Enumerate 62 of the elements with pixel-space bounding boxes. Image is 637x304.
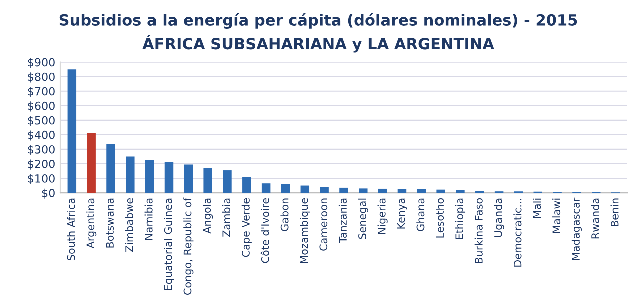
y-tick-label: $100 (28, 174, 55, 184)
x-tick-label: Zimbabwe (125, 198, 134, 252)
x-tick-label: Ghana (416, 198, 425, 232)
x-tick-label: Democratic... (514, 199, 522, 267)
x-tick-label: Cape Verde (242, 198, 252, 258)
bar (204, 168, 212, 194)
x-tick-label: Nigeria (378, 198, 388, 234)
x-tick-label: Gabon (280, 198, 289, 232)
bar (87, 133, 96, 194)
chart-subtitle: ÁFRICA SUBSAHARIANA y LA ARGENTINA (142, 35, 494, 53)
x-tick-label: Mali (533, 198, 542, 218)
x-tick-label: Angola (203, 198, 214, 234)
x-tick-label: Equatorial Guinea (164, 198, 174, 290)
y-tick-label: $500 (28, 116, 55, 126)
bar (242, 177, 252, 194)
bar (126, 156, 135, 194)
x-tick-label: Zambia (222, 198, 231, 237)
x-tick-label: Lesotho (436, 198, 444, 238)
y-tick-label: $900 (28, 58, 55, 68)
x-tick-label: Uganda (494, 198, 504, 238)
bar (300, 186, 310, 194)
y-tick-label: $300 (28, 145, 55, 156)
bar (359, 188, 368, 194)
bar (398, 189, 407, 194)
y-tick-label: $400 (28, 130, 55, 141)
x-tick-label: Kenya (398, 198, 408, 229)
x-tick-label: Mozambique (300, 198, 310, 264)
chart-title: Subsidios a la energía per cápita (dólares nominales) - 2015 (60, 14, 578, 30)
bar (68, 70, 77, 194)
y-tick-label: $600 (28, 102, 55, 112)
bar (223, 170, 232, 194)
x-tick-label: Botswana (106, 198, 114, 248)
x-tick-label: Tanzania (338, 198, 347, 244)
bar (320, 187, 329, 194)
x-tick-label: Congo, Republic of (184, 198, 194, 296)
x-tick-label: Argentina (86, 198, 97, 249)
x-tick-label: South Africa (67, 198, 76, 260)
bar (106, 144, 116, 194)
bar (378, 188, 388, 194)
x-tick-label: Malawi (552, 198, 561, 233)
y-tick-label: $700 (28, 87, 55, 98)
x-tick-label: Ethiopia (455, 198, 466, 240)
bar (436, 190, 446, 194)
bar (145, 160, 154, 194)
x-tick-label: Madagascar (572, 198, 582, 260)
y-tick-label: $200 (28, 160, 55, 170)
x-tick-label: Côte d'Ivoire (260, 198, 270, 264)
y-tick-label: $0 (42, 188, 55, 199)
x-tick-label: Namibia (144, 198, 153, 240)
bar (262, 184, 271, 194)
x-tick-label: Burkina Faso (474, 198, 483, 264)
x-tick-label: Rwanda (591, 198, 600, 239)
bar (340, 188, 348, 194)
bar (184, 164, 194, 194)
bar (281, 184, 290, 194)
bar (456, 190, 465, 194)
bar (417, 189, 426, 194)
bar (164, 162, 174, 194)
x-tick-label: Benin (610, 198, 619, 227)
y-tick-label: $800 (28, 72, 55, 83)
x-tick-label: Cameroon (320, 198, 328, 251)
x-tick-label: Senegal (358, 198, 368, 240)
